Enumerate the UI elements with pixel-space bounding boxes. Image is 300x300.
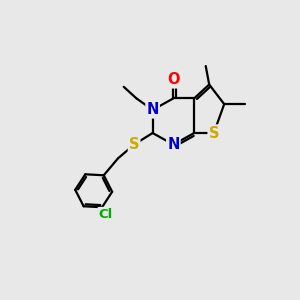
Text: N: N xyxy=(146,102,159,117)
Text: N: N xyxy=(167,137,180,152)
Text: O: O xyxy=(167,72,180,87)
Text: S: S xyxy=(208,125,219,140)
Text: Cl: Cl xyxy=(99,208,113,221)
Text: S: S xyxy=(129,137,140,152)
